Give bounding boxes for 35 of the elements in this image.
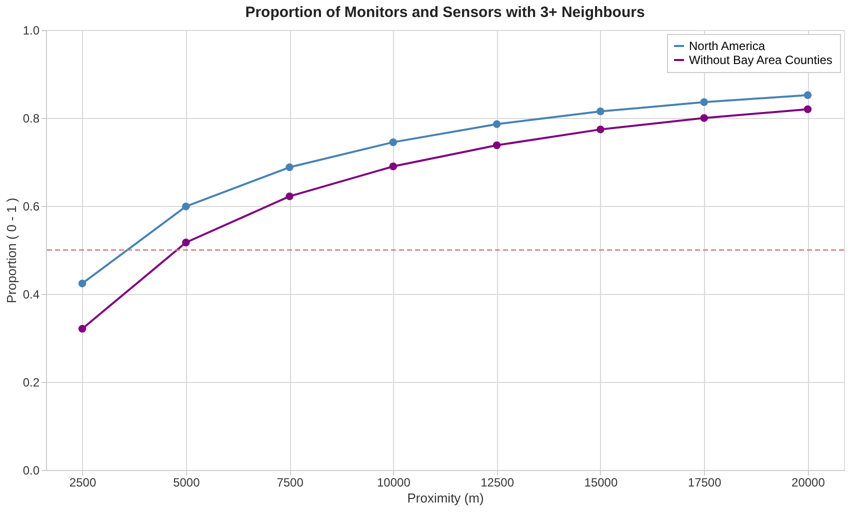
point <box>78 324 86 333</box>
y-tick-label: 0.2 <box>22 376 40 390</box>
point <box>78 280 86 288</box>
x-tick-label: 20000 <box>792 476 826 490</box>
x-tick-label: 10000 <box>376 476 411 490</box>
point <box>804 105 812 114</box>
point <box>286 192 294 200</box>
x-tick-label: 7500 <box>276 476 304 490</box>
legend-label: Without Bay Area Counties <box>689 53 832 67</box>
x-tick-label: 2500 <box>69 476 96 490</box>
point <box>182 238 190 246</box>
y-tick-label: 1.0 <box>22 24 40 38</box>
x-tick-label: 15000 <box>584 476 618 490</box>
y-tick-label: 0.4 <box>22 288 40 302</box>
point <box>286 163 294 172</box>
x-tick-label: 5000 <box>173 476 200 490</box>
point <box>492 141 501 150</box>
point <box>389 162 398 170</box>
x-tick-label: 17500 <box>688 476 722 490</box>
y-axis-title: Proportion ( 0 - 1 ) <box>4 198 19 304</box>
point <box>700 114 708 122</box>
x-axis-title: Proximity (m) <box>407 490 484 506</box>
y-tick-label: 0.6 <box>22 200 40 214</box>
point <box>492 120 501 128</box>
point <box>596 108 604 116</box>
y-tick-label: 0.8 <box>22 112 40 126</box>
x-tick-label: 12500 <box>480 476 514 490</box>
point <box>804 91 812 99</box>
legend-label: North America <box>689 39 766 53</box>
point <box>389 138 398 146</box>
point <box>596 126 604 134</box>
point <box>700 98 708 106</box>
y-tick-label: 0.0 <box>22 464 40 478</box>
point <box>182 202 190 210</box>
chart-title: Proportion of Monitors and Sensors with 3+ Neighbours <box>245 4 645 21</box>
